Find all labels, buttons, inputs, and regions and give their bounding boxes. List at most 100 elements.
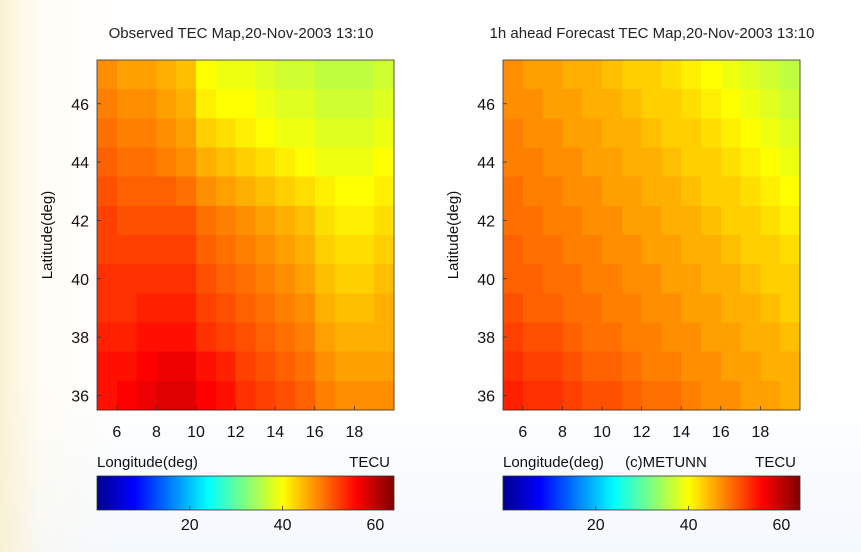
heatmap-cell <box>562 176 583 207</box>
x-tick-label: 6 <box>112 424 121 441</box>
heatmap-cell <box>176 235 197 265</box>
y-tick-label: 46 <box>477 97 495 114</box>
colorbar-unit-label: TECU <box>755 454 796 471</box>
x-tick-label: 12 <box>227 424 245 441</box>
heatmap-cell <box>641 264 662 294</box>
heatmap-cell <box>780 118 801 149</box>
heatmap-cell <box>97 293 118 324</box>
heatmap-cell <box>522 205 544 236</box>
heatmap-cell <box>661 205 682 236</box>
heatmap-cell <box>156 351 177 382</box>
heatmap-cell <box>582 235 603 265</box>
heatmap-cell <box>562 60 583 90</box>
heatmap-cell <box>374 118 395 149</box>
heatmap-cell <box>681 176 702 207</box>
heatmap-cell <box>542 176 563 207</box>
heatmap-cell <box>176 380 197 411</box>
heatmap-cell <box>780 380 801 411</box>
heatmap-cell <box>522 89 544 119</box>
heatmap-cell <box>562 293 583 324</box>
heatmap-cell <box>602 264 623 294</box>
heatmap-cell <box>235 264 256 294</box>
heatmap-cell <box>116 351 138 382</box>
heatmap-cell <box>295 264 316 294</box>
colorbar-tick-label: 20 <box>587 517 605 534</box>
heatmap-cell <box>374 235 395 265</box>
heatmap-cell <box>503 322 524 353</box>
heatmap-cell <box>255 60 276 90</box>
heatmap-cell <box>503 60 524 90</box>
heatmap-cell <box>542 89 563 119</box>
colorbar-tick-label: 20 <box>181 517 199 534</box>
heatmap-cell <box>661 322 682 353</box>
x-axis-label: Longitude(deg) <box>503 454 604 471</box>
heatmap-cell <box>621 118 643 149</box>
heatmap-cell <box>354 89 375 119</box>
heatmap-cell <box>602 351 623 382</box>
heatmap-cell <box>334 322 355 353</box>
heatmap-cell <box>136 264 157 294</box>
heatmap-cell <box>334 60 355 90</box>
x-tick-label: 14 <box>266 424 284 441</box>
y-tick-label: 36 <box>71 388 89 405</box>
heatmap-cell <box>740 322 761 353</box>
heatmap-cell <box>374 60 395 90</box>
heatmap-cell <box>780 176 801 207</box>
heatmap-cell <box>661 351 682 382</box>
heatmap-cell <box>503 89 524 119</box>
heatmap-cell <box>235 176 256 207</box>
heatmap-cell <box>681 293 702 324</box>
heatmap-cell <box>760 147 781 178</box>
heatmap-cell <box>542 205 563 236</box>
heatmap-cell <box>196 89 217 119</box>
heatmap-cell <box>621 351 643 382</box>
heatmap-cell <box>681 351 702 382</box>
heatmap-cell <box>701 147 722 178</box>
heatmap-cell <box>374 293 395 324</box>
heatmap-cell <box>740 60 761 90</box>
heatmap-cell <box>740 89 761 119</box>
y-tick-label: 44 <box>71 155 89 172</box>
heatmap-cell <box>503 205 524 236</box>
chart-title: Observed TEC Map,20-Nov-2003 13:10 <box>109 25 374 42</box>
heatmap-cell <box>275 60 296 90</box>
heatmap-cell <box>542 118 563 149</box>
heatmap-cell <box>314 89 336 119</box>
y-tick-label: 36 <box>477 388 495 405</box>
heatmap-cell <box>215 264 237 294</box>
heatmap-cell <box>701 176 722 207</box>
heatmap-cell <box>661 118 682 149</box>
heatmap-cell <box>156 264 177 294</box>
heatmap-cell <box>760 235 781 265</box>
heatmap-cell <box>503 118 524 149</box>
heatmap-cell <box>374 351 395 382</box>
heatmap-cell <box>701 205 722 236</box>
heatmap-cell <box>542 322 563 353</box>
heatmap-cell <box>314 351 336 382</box>
heatmap-cell <box>156 176 177 207</box>
heatmap-cell <box>314 293 336 324</box>
heatmap-cell <box>97 380 118 411</box>
heatmap-cell <box>720 235 742 265</box>
heatmap-cell <box>156 60 177 90</box>
heatmap-cell <box>503 235 524 265</box>
heatmap-cell <box>196 205 217 236</box>
heatmap-cell <box>720 89 742 119</box>
heatmap-cell <box>720 322 742 353</box>
x-tick-label: 10 <box>593 424 611 441</box>
heatmap-cell <box>235 147 256 178</box>
heatmap-cell <box>780 147 801 178</box>
heatmap-cell <box>314 380 336 411</box>
heatmap-cell <box>314 205 336 236</box>
heatmap-cell <box>641 205 662 236</box>
heatmap-cell <box>136 176 157 207</box>
heatmap-cell <box>196 176 217 207</box>
heatmap-cell <box>681 60 702 90</box>
heatmap-cell <box>196 322 217 353</box>
heatmap-cell <box>176 60 197 90</box>
heatmap-cell <box>156 118 177 149</box>
heatmap-cell <box>621 147 643 178</box>
heatmap-cell <box>681 235 702 265</box>
heatmap-cell <box>334 235 355 265</box>
